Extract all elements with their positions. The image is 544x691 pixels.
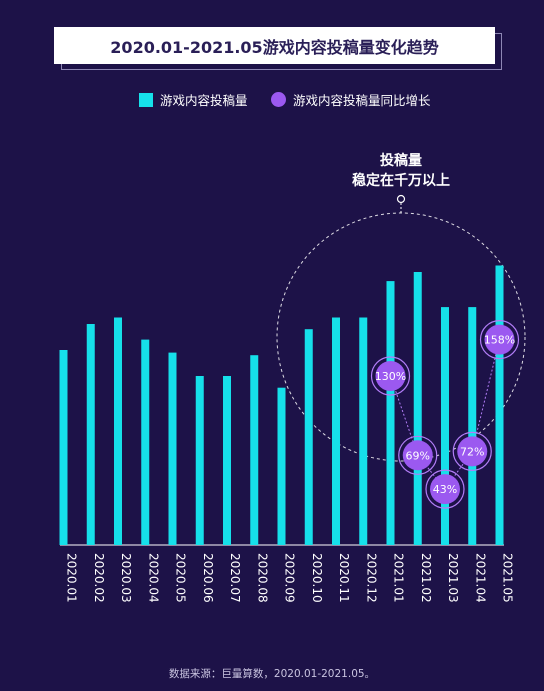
x-tick-label: 2020.12	[364, 553, 378, 603]
x-tick-label: 2020.08	[255, 553, 269, 603]
x-tick-label: 2020.04	[146, 553, 160, 603]
growth-dot-ring	[398, 435, 438, 475]
bar-2020.06	[195, 376, 204, 545]
growth-line	[390, 339, 500, 490]
bar-2020.09	[277, 387, 286, 545]
bar-2020.02	[86, 324, 95, 545]
annotation-line-2: 稳定在千万以上	[352, 172, 450, 189]
legend-label-bars: 游戏内容投稿量	[160, 93, 248, 108]
x-tick-label: 2021.05	[501, 553, 515, 603]
x-tick-label: 2020.03	[119, 553, 133, 603]
growth-label: 43%	[433, 483, 457, 496]
x-tick-label: 2020.10	[310, 553, 324, 603]
growth-dot-2021.03	[430, 474, 460, 505]
growth-dot-ring	[452, 431, 492, 471]
x-tick-label: 2020.09	[283, 553, 297, 603]
x-tick-label: 2020.02	[92, 553, 106, 603]
growth-label: 130%	[375, 370, 406, 383]
bar-2020.01	[59, 350, 68, 545]
bar-2020.11	[332, 317, 340, 545]
annotation-line-1: 投稿量	[380, 152, 422, 169]
bar-2021.01	[386, 281, 395, 545]
legend-label-dots: 游戏内容投稿量同比增长	[293, 93, 431, 108]
source-note: 数据来源：巨量算数，2020.01-2021.05。	[168, 668, 376, 680]
x-tick-label: 2021.01	[392, 553, 406, 603]
growth-label: 158%	[484, 334, 515, 347]
bar-2020.04	[141, 339, 150, 545]
x-tick-label: 2021.03	[446, 553, 460, 603]
bar-2020.08	[250, 355, 259, 545]
legend-item-dots: 游戏内容投稿量同比增长	[271, 90, 431, 109]
legend-item-bars: 游戏内容投稿量	[139, 90, 248, 109]
chart-title-box: 2020.01-2021.05游戏内容投稿量变化趋势	[54, 27, 495, 64]
growth-label: 69%	[406, 449, 430, 462]
growth-dot-ring	[479, 320, 520, 360]
legend-circle-icon	[271, 92, 286, 107]
bar-2021.03	[441, 307, 449, 545]
annotation-pointer-dot	[396, 194, 406, 204]
bar-2021.04	[468, 307, 477, 545]
growth-label: 72%	[460, 445, 484, 458]
growth-dot-ring	[425, 469, 465, 509]
x-tick-label: 2020.01	[65, 553, 79, 603]
legend-square-icon	[139, 92, 153, 107]
legend: 游戏内容投稿量 游戏内容投稿量同比增长	[0, 90, 544, 110]
bar-2020.10	[304, 329, 313, 545]
growth-dot-2021.05	[484, 324, 515, 355]
growth-dot-2021.01	[375, 361, 406, 391]
x-tick-label: 2020.06	[201, 553, 215, 603]
x-tick-label: 2020.05	[174, 553, 188, 603]
chart-title: 2020.01-2021.05游戏内容投稿量变化趋势	[110, 37, 439, 57]
bar-2020.05	[168, 352, 177, 545]
growth-dot-2021.04	[457, 436, 488, 467]
bar-2020.07	[223, 376, 231, 545]
bar-2020.12	[359, 317, 368, 545]
bar-2020.03	[114, 317, 122, 545]
x-tick-label: 2021.02	[419, 553, 433, 603]
x-tick-label: 2020.11	[337, 553, 351, 603]
bar-2021.05	[495, 265, 504, 545]
growth-dot-ring	[370, 356, 411, 396]
growth-dot-2021.02	[402, 440, 433, 471]
bar-2021.02	[413, 272, 422, 545]
x-tick-label: 2020.07	[228, 553, 242, 603]
x-tick-label: 2021.04	[473, 553, 487, 603]
